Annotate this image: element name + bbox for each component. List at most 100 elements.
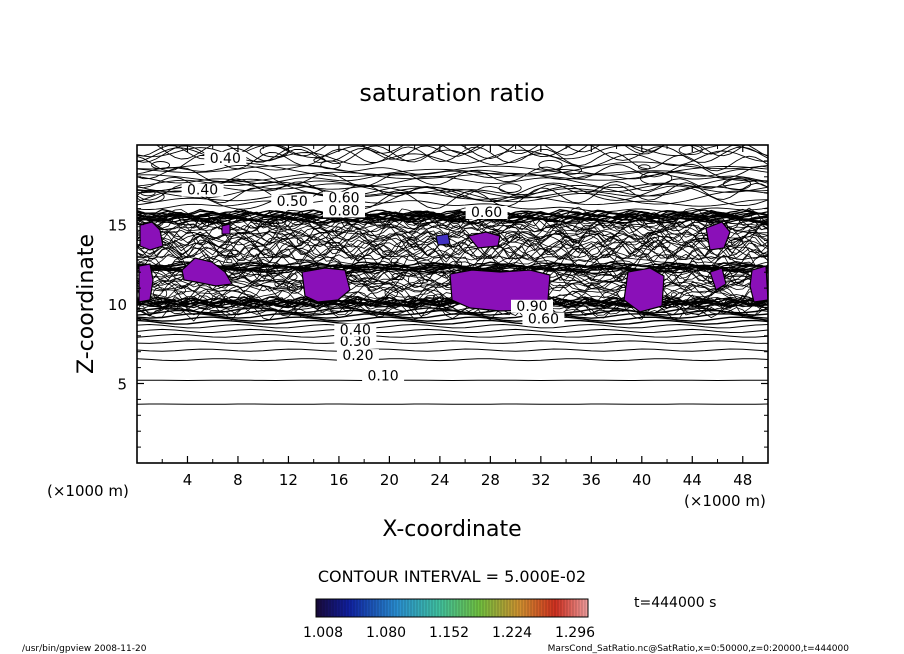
contour-line [137, 333, 768, 338]
contour-line [137, 182, 768, 210]
contour-label: 0.40 [340, 323, 371, 339]
contour-blob [454, 260, 463, 267]
contour-label-bg [323, 191, 365, 205]
contour-blob [313, 157, 326, 163]
contour-label-bg [336, 349, 379, 363]
contour-blob [724, 299, 735, 304]
contour-line [137, 223, 768, 233]
x-axis-ticks: 4 8 12 16 20 24 28 32 36 40 44 48 [161, 145, 752, 489]
contour-blob [193, 235, 210, 246]
contour-blob [427, 269, 435, 274]
x-tick-label: 32 [531, 471, 550, 489]
contour-blob [645, 214, 653, 220]
contour-line [137, 229, 768, 239]
contour-label: 0.90 [516, 299, 547, 315]
contour-blob [671, 292, 678, 298]
contour-blob [288, 286, 297, 291]
contour-label: 0.30 [340, 334, 371, 350]
contour-blob [288, 273, 298, 281]
chart-title: saturation ratio [359, 79, 544, 107]
contour-lines-lower [137, 307, 768, 405]
x-unit-right: (×1000 m) [684, 492, 766, 510]
time-label: t=444000 s [634, 595, 716, 611]
contour-blob [258, 249, 274, 265]
supersaturated-region [709, 267, 727, 291]
contour-line [137, 358, 768, 362]
contour-blob [561, 236, 575, 249]
contour-label-bg [204, 151, 247, 165]
contour-line [137, 244, 768, 260]
supersaturated-region [301, 267, 351, 303]
contour-label: 0.10 [368, 369, 399, 385]
contour-blob [271, 269, 276, 274]
contour-label-bg [334, 334, 377, 348]
contour-lines-cloud [137, 206, 768, 322]
contour-line [137, 245, 768, 263]
x-tick-label: 48 [733, 471, 752, 489]
contour-blob [171, 298, 182, 307]
contour-line [137, 178, 768, 202]
contour-blob [665, 296, 671, 302]
contour-labels: 0.100.200.300.400.400.400.50 0.600.600.60… [181, 151, 565, 385]
contour-line [137, 229, 768, 244]
contour-line [137, 164, 768, 180]
contour-blob [559, 165, 583, 175]
contour-line [137, 191, 768, 207]
contour-blob [259, 145, 290, 158]
contour-blob [211, 293, 226, 308]
contour-blob [526, 216, 531, 220]
contour-line [137, 340, 768, 344]
contour-blob [438, 272, 447, 277]
contour-label: 0.40 [210, 151, 241, 167]
contour-blob [195, 219, 210, 230]
colorbar-label: 1.296 [555, 625, 595, 641]
contour-line [137, 176, 768, 194]
x-tick-label: 24 [430, 471, 449, 489]
contour-interval: CONTOUR INTERVAL = 5.000E-02 [318, 567, 586, 586]
colorbar-label: 1.080 [366, 625, 406, 641]
contour-blob [498, 183, 522, 193]
x-tick-label: 16 [329, 471, 348, 489]
contour-blob [274, 280, 287, 288]
contour-line [137, 211, 768, 219]
contour-blob [153, 287, 168, 300]
contour-line [137, 234, 768, 249]
contour-line [137, 323, 768, 329]
contour-label: 0.60 [471, 205, 502, 221]
contour-label-bg [465, 206, 508, 219]
contour-blob [335, 226, 343, 234]
contour-blob [730, 238, 744, 247]
colorbar-label: 1.008 [303, 625, 343, 641]
contour-blob [538, 159, 563, 171]
colorbar-label: 1.224 [492, 625, 532, 641]
contour-blob [748, 228, 757, 233]
x-tick-label: 44 [683, 471, 702, 489]
contour-blob [723, 178, 752, 190]
contour-blob [432, 293, 443, 303]
x-tick-label: 8 [233, 471, 243, 489]
contour-blob [226, 258, 233, 264]
contour-blob [226, 252, 233, 257]
x-tick-label: 36 [582, 471, 601, 489]
contour-label: 0.40 [187, 183, 218, 199]
contour-line [137, 302, 768, 317]
contour-line [137, 209, 768, 217]
supersaturated-region [623, 267, 665, 313]
contour-blob [639, 171, 673, 185]
contour-line [137, 261, 768, 269]
contour-line [137, 262, 768, 269]
contour-blob [174, 286, 186, 295]
contour-blob [534, 236, 540, 241]
contour-blob [296, 237, 304, 245]
contour-blob [382, 250, 392, 256]
contour-blob [268, 219, 280, 227]
contour-blob [324, 241, 331, 248]
contour-blob [575, 228, 590, 239]
contour-line [137, 210, 768, 218]
y-tick-label: 15 [108, 217, 127, 235]
contour-label: 0.60 [528, 312, 559, 328]
contour-label-bg [323, 204, 365, 218]
contour-blob [605, 253, 610, 258]
contour-line [137, 258, 768, 268]
contour-blob [348, 274, 357, 281]
